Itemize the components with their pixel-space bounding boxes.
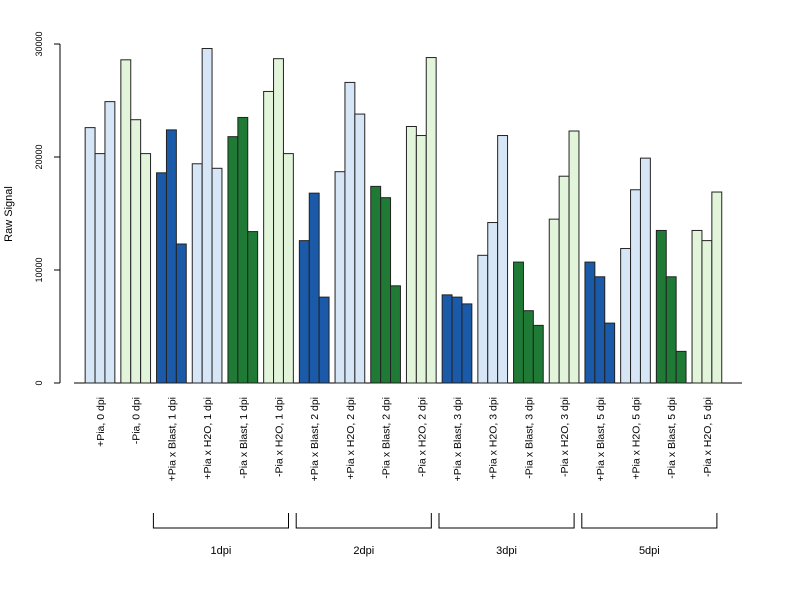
bar bbox=[532, 324, 544, 384]
group-brackets: 1dpi 2dpi 3dpi 5dpi bbox=[152, 513, 718, 557]
bar bbox=[298, 240, 310, 384]
bar bbox=[405, 125, 417, 384]
x-tick-label: -Pia x Blast, 1 dpi bbox=[238, 397, 250, 479]
bar bbox=[425, 57, 437, 384]
x-tick-label: -Pia x H2O, 1 dpi bbox=[274, 397, 286, 477]
group-bracket bbox=[581, 513, 718, 529]
x-tick-label: +Pia x Blast, 1 dpi bbox=[166, 397, 178, 481]
y-axis: 0 10000 20000 30000 bbox=[34, 31, 61, 386]
bar bbox=[675, 350, 687, 384]
x-tick-label: +Pia x Blast, 2 dpi bbox=[309, 397, 321, 481]
bar bbox=[390, 285, 401, 384]
bar bbox=[522, 310, 534, 384]
x-tick-label: +Pia x H2O, 3 dpi bbox=[488, 397, 500, 480]
bar bbox=[104, 101, 116, 384]
x-tick-label: -Pia x H2O, 3 dpi bbox=[559, 397, 571, 477]
bar bbox=[568, 130, 580, 384]
group-bracket bbox=[295, 513, 432, 529]
y-tick-label: 30000 bbox=[34, 31, 44, 56]
bar bbox=[691, 229, 703, 384]
y-tick-label: 10000 bbox=[34, 257, 44, 282]
x-tick-label: -Pia x Blast, 5 dpi bbox=[666, 397, 678, 479]
x-tick-label: -Pia x H2O, 5 dpi bbox=[702, 397, 714, 477]
bar bbox=[263, 90, 275, 384]
bar bbox=[334, 171, 346, 384]
x-tick-label: +Pia x Blast, 3 dpi bbox=[452, 397, 464, 481]
bar bbox=[461, 303, 473, 384]
x-tick-label: -Pia x H2O, 2 dpi bbox=[416, 397, 428, 477]
bar bbox=[318, 296, 330, 384]
bar bbox=[344, 81, 356, 384]
bar bbox=[639, 157, 651, 384]
bar bbox=[558, 175, 570, 384]
bar bbox=[380, 197, 392, 384]
group-bracket bbox=[152, 513, 289, 529]
x-tick-labels: +Pia, 0 dpi -Pia, 0 dpi +Pia x Blast, 1 dp… bbox=[95, 397, 714, 481]
bar bbox=[701, 240, 713, 384]
bar bbox=[175, 243, 187, 384]
bar bbox=[94, 153, 106, 384]
group-label: 5dpi bbox=[639, 545, 660, 557]
bar bbox=[140, 153, 152, 384]
bar bbox=[308, 192, 320, 384]
bar bbox=[655, 229, 667, 384]
bar bbox=[415, 135, 427, 384]
y-tick-label: 0 bbox=[34, 380, 44, 385]
group-bracket bbox=[438, 513, 575, 529]
bar bbox=[584, 261, 596, 384]
bar bbox=[282, 153, 294, 384]
bar bbox=[156, 172, 167, 384]
bar bbox=[620, 248, 632, 384]
y-tick-label: 20000 bbox=[34, 144, 44, 169]
bar bbox=[201, 48, 213, 384]
bar bbox=[120, 59, 132, 384]
bar bbox=[191, 163, 203, 384]
bar bbox=[451, 296, 463, 384]
bar bbox=[711, 191, 723, 384]
bar bbox=[370, 185, 382, 384]
bar bbox=[227, 136, 239, 384]
bar bbox=[477, 254, 489, 384]
x-tick-label: +Pia x Blast, 5 dpi bbox=[595, 397, 607, 481]
bar bbox=[354, 113, 366, 384]
bar bbox=[604, 322, 616, 384]
bar bbox=[441, 294, 453, 384]
bar bbox=[84, 127, 96, 384]
x-tick-label: +Pia x H2O, 1 dpi bbox=[202, 397, 214, 480]
x-tick-label: +Pia x H2O, 2 dpi bbox=[345, 397, 357, 480]
group-label: 2dpi bbox=[353, 545, 374, 557]
bar bbox=[594, 276, 606, 384]
x-tick-label: -Pia, 0 dpi bbox=[131, 397, 143, 444]
y-axis-label: Raw Signal bbox=[3, 186, 15, 242]
bar bbox=[630, 189, 641, 384]
bar bbox=[247, 231, 259, 384]
bar bbox=[165, 129, 177, 384]
bar bbox=[548, 218, 560, 384]
bar bbox=[211, 167, 223, 384]
bar bbox=[513, 261, 524, 384]
bar bbox=[237, 116, 249, 384]
bar bbox=[665, 276, 677, 384]
bar bbox=[130, 119, 142, 384]
x-tick-label: +Pia x H2O, 5 dpi bbox=[631, 397, 643, 480]
bar bbox=[273, 58, 284, 384]
bar bbox=[497, 135, 509, 384]
x-tick-label: -Pia x Blast, 3 dpi bbox=[523, 397, 535, 479]
group-label: 3dpi bbox=[496, 545, 517, 557]
group-label: 1dpi bbox=[211, 545, 232, 557]
x-tick-label: -Pia x Blast, 2 dpi bbox=[381, 397, 393, 479]
bar bbox=[487, 222, 499, 384]
x-tick-label: +Pia, 0 dpi bbox=[95, 397, 107, 447]
bars bbox=[84, 48, 723, 384]
